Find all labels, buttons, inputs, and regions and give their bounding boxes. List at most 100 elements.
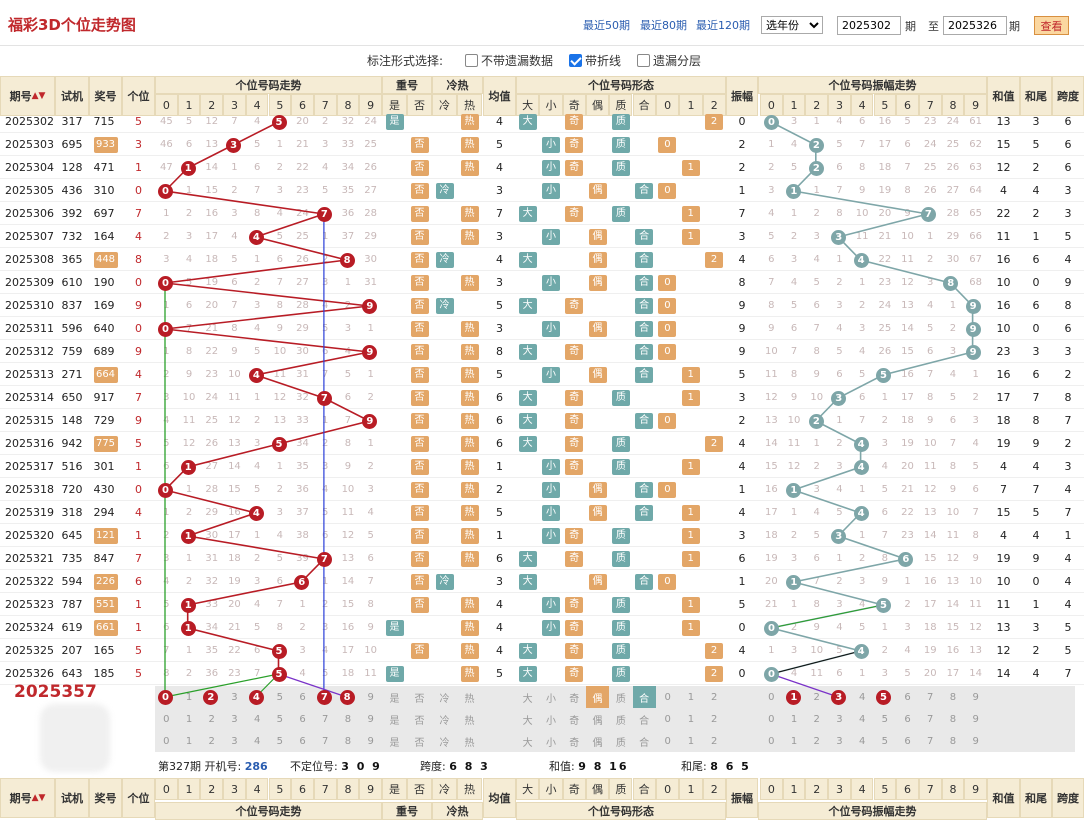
- predict-prime[interactable]: 质: [615, 737, 626, 749]
- sort-icon[interactable]: ▲▼: [31, 793, 46, 803]
- from-period-input[interactable]: [837, 16, 901, 35]
- predict-digit[interactable]: 5: [276, 691, 284, 703]
- predict-hot[interactable]: 热: [464, 737, 475, 749]
- predict-repeat_yes[interactable]: 是: [389, 693, 400, 705]
- recent-120-link[interactable]: 最近120期: [696, 19, 750, 32]
- predict-amp-digit[interactable]: 6: [904, 713, 911, 725]
- predict-amp-digit[interactable]: 5: [881, 735, 889, 747]
- predict-composite[interactable]: 合: [639, 737, 650, 749]
- predict-digit[interactable]: 1: [185, 691, 193, 703]
- predict-digit[interactable]: 9: [367, 735, 374, 747]
- predict-digit[interactable]: 9: [367, 691, 374, 703]
- predict-prime[interactable]: 质: [615, 715, 626, 727]
- predict-digit[interactable]: 2: [208, 735, 215, 747]
- predict-hot[interactable]: 热: [464, 715, 475, 727]
- predict-amp-digit[interactable]: 7: [927, 691, 934, 703]
- predict-ball[interactable]: 4: [248, 690, 264, 705]
- option-no-miss[interactable]: 不带遗漏数据: [465, 52, 553, 69]
- predict-amp-digit[interactable]: 3: [836, 735, 843, 747]
- predict-amp-digit[interactable]: 8: [949, 713, 957, 725]
- predict-road[interactable]: 1: [687, 735, 695, 747]
- predict-road[interactable]: 2: [711, 713, 718, 725]
- predict-amp-digit[interactable]: 9: [972, 735, 979, 747]
- predict-amp-digit[interactable]: 2: [813, 735, 820, 747]
- predict-big[interactable]: 大: [522, 693, 533, 705]
- predict-amp-digit[interactable]: 2: [813, 691, 820, 703]
- recent-80-link[interactable]: 最近80期: [640, 19, 687, 32]
- predict-ball[interactable]: 8: [339, 690, 355, 705]
- predict-small[interactable]: 小: [545, 693, 556, 705]
- predict-digit[interactable]: 9: [367, 713, 374, 725]
- predict-even[interactable]: 偶: [585, 686, 610, 708]
- predict-cold[interactable]: 冷: [439, 693, 450, 705]
- checkbox-icon[interactable]: [465, 54, 478, 67]
- predict-amp-digit[interactable]: 6: [904, 691, 911, 703]
- to-period-input[interactable]: [943, 16, 1007, 35]
- predict-repeat_yes[interactable]: 是: [389, 737, 400, 749]
- checkbox-checked-icon[interactable]: [569, 54, 582, 67]
- predict-amp-digit[interactable]: 4: [858, 691, 866, 703]
- predict-repeat_no[interactable]: 否: [414, 693, 425, 705]
- predict-road[interactable]: 0: [664, 713, 671, 725]
- predict-composite[interactable]: 合: [632, 686, 656, 708]
- predict-even[interactable]: 偶: [592, 737, 603, 749]
- predict-big[interactable]: 大: [522, 737, 533, 749]
- predict-digit[interactable]: 7: [322, 735, 329, 747]
- predict-digit[interactable]: 5: [276, 735, 284, 747]
- predict-road[interactable]: 2: [711, 691, 718, 703]
- predict-digit[interactable]: 6: [299, 735, 306, 747]
- predict-road[interactable]: 0: [664, 735, 671, 747]
- predict-digit[interactable]: 6: [299, 713, 306, 725]
- predict-amp-digit[interactable]: 0: [768, 735, 775, 747]
- checkbox-icon[interactable]: [637, 54, 650, 67]
- predict-road[interactable]: 1: [687, 713, 695, 725]
- predict-row[interactable]: [155, 686, 1075, 708]
- predict-repeat_no[interactable]: 否: [414, 715, 425, 727]
- predict-amp-digit[interactable]: 5: [881, 713, 889, 725]
- predict-digit[interactable]: 2: [208, 713, 215, 725]
- predict-cold[interactable]: 冷: [439, 737, 450, 749]
- predict-road[interactable]: 2: [711, 735, 718, 747]
- predict-repeat_yes[interactable]: 是: [389, 715, 400, 727]
- predict-big[interactable]: 大: [522, 715, 533, 727]
- predict-amp-digit[interactable]: 7: [927, 713, 934, 725]
- predict-composite[interactable]: 合: [639, 715, 650, 727]
- predict-odd[interactable]: 奇: [569, 693, 580, 705]
- predict-digit[interactable]: 8: [344, 713, 352, 725]
- predict-amp-digit[interactable]: 7: [927, 735, 934, 747]
- predict-amp-digit[interactable]: 1: [790, 735, 798, 747]
- predict-digit[interactable]: 4: [253, 735, 261, 747]
- predict-ball[interactable]: 0: [158, 690, 173, 705]
- predict-repeat_no[interactable]: 否: [414, 737, 425, 749]
- predict-prime[interactable]: 质: [615, 693, 626, 705]
- predict-digit[interactable]: 1: [185, 735, 193, 747]
- predict-road[interactable]: 0: [664, 691, 671, 703]
- predict-cold[interactable]: 冷: [439, 715, 450, 727]
- predict-row[interactable]: [155, 708, 1075, 730]
- predict-digit[interactable]: 3: [231, 691, 238, 703]
- predict-digit[interactable]: 3: [231, 713, 238, 725]
- predict-digit[interactable]: 0: [163, 713, 170, 725]
- predict-digit[interactable]: 0: [163, 735, 170, 747]
- predict-odd[interactable]: 奇: [569, 715, 580, 727]
- sort-icon[interactable]: ▲▼: [31, 91, 46, 101]
- predict-amp-digit[interactable]: 4: [858, 713, 866, 725]
- predict-amp-ball[interactable]: 5: [876, 690, 891, 705]
- predict-amp-digit[interactable]: 0: [768, 713, 775, 725]
- predict-amp-digit[interactable]: 0: [768, 691, 775, 703]
- predict-amp-digit[interactable]: 3: [836, 713, 843, 725]
- predict-amp-digit[interactable]: 6: [904, 735, 911, 747]
- predict-road[interactable]: 1: [687, 691, 695, 703]
- predict-amp-digit[interactable]: 9: [972, 713, 979, 725]
- year-select[interactable]: 选年份: [761, 16, 823, 34]
- predict-small[interactable]: 小: [545, 715, 556, 727]
- predict-odd[interactable]: 奇: [569, 737, 580, 749]
- header-period[interactable]: 期号 ▲▼: [0, 778, 55, 818]
- predict-amp-digit[interactable]: 2: [813, 713, 820, 725]
- predict-digit[interactable]: 3: [231, 735, 238, 747]
- header-period[interactable]: 期号 ▲▼: [0, 76, 55, 116]
- predict-amp-digit[interactable]: 9: [972, 691, 979, 703]
- predict-digit[interactable]: 7: [322, 713, 329, 725]
- predict-hot[interactable]: 热: [464, 693, 475, 705]
- predict-small[interactable]: 小: [545, 737, 556, 749]
